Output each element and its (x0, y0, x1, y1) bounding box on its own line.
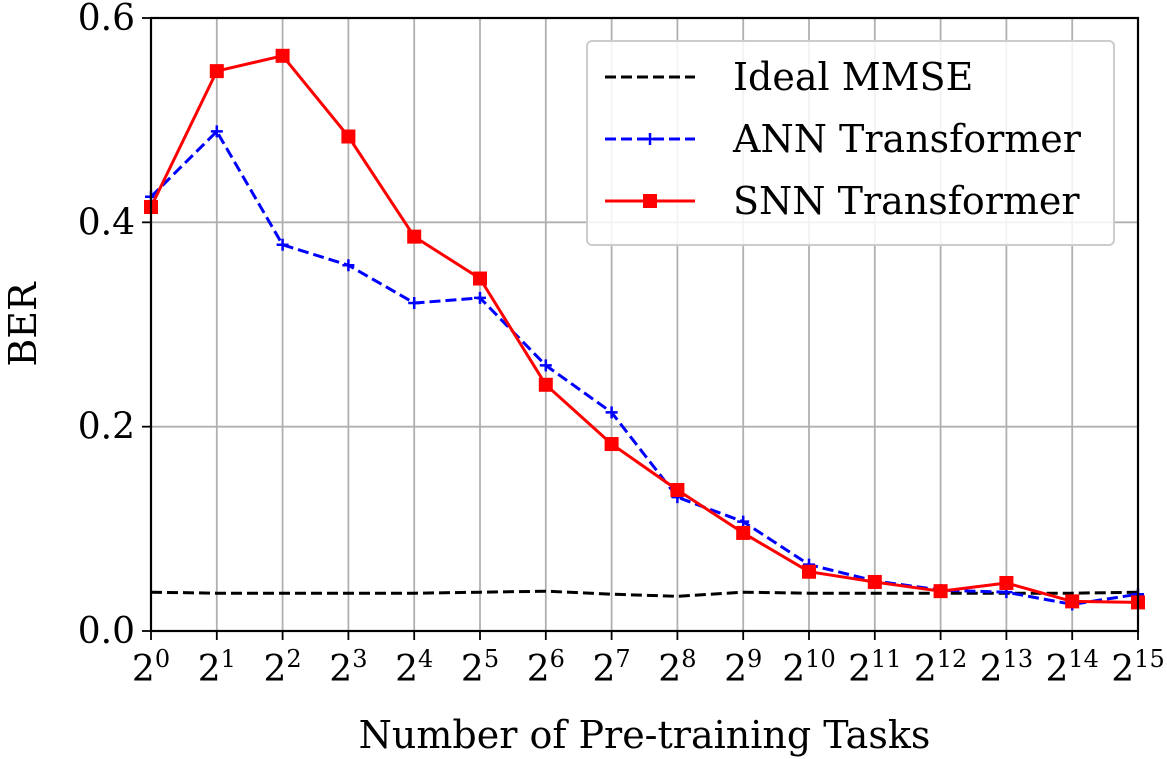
legend-label: ANN Transformer (732, 117, 1082, 161)
x-tick-label: 215 (1111, 645, 1164, 690)
data-point-marker (210, 125, 223, 138)
data-point-marker (605, 406, 618, 419)
data-point-marker (209, 64, 224, 79)
data-point-marker (539, 359, 552, 372)
data-point-marker (867, 574, 882, 589)
data-point-marker (473, 271, 487, 286)
y-axis-label: BER (1, 281, 45, 367)
plot-area-frame (149, 16, 1140, 633)
x-tick-label: 23 (329, 645, 367, 690)
data-point-marker (737, 515, 750, 528)
data-point-marker (604, 437, 619, 452)
data-point-marker (670, 483, 685, 498)
series-ideal-mmse (150, 589, 1139, 598)
legend-box (586, 40, 1115, 246)
x-tick-label: 214 (1045, 645, 1098, 690)
x-tick-label: 27 (593, 645, 631, 690)
x-tick-label: 22 (264, 645, 302, 690)
x-tick-label: 210 (782, 645, 835, 690)
data-point-marker (933, 584, 948, 599)
data-point-marker (736, 525, 751, 540)
y-tick-label: 0.6 (78, 0, 135, 39)
data-point-marker (538, 377, 553, 392)
x-tick-label: 211 (848, 645, 901, 690)
legend-label: SNN Transformer (733, 179, 1080, 223)
legend-swatch-marker (643, 194, 657, 208)
series-line (149, 54, 1139, 604)
x-axis-label: Number of Pre-training Tasks (359, 713, 931, 757)
data-point-marker (999, 575, 1014, 590)
x-tick-label: 25 (461, 645, 499, 690)
x-tick-label: 29 (724, 645, 762, 690)
series-line (150, 589, 1139, 598)
x-tick-label: 212 (914, 645, 967, 690)
y-tick-label: 0.0 (78, 611, 135, 652)
x-tick-label: 24 (395, 645, 433, 690)
legend: Ideal MMSE ANN Transformer SNN Transformer (586, 40, 1115, 246)
x-tick-label: 26 (527, 645, 565, 690)
x-tick-label: 21 (198, 645, 236, 690)
y-tick-label: 0.2 (78, 407, 135, 448)
data-point-marker (275, 48, 290, 63)
series-snn-transformer (144, 48, 1145, 610)
axis-ticks: 20 21 22 23 24 25 26 27 28 29 210 211 212 213 214 215 0.… (78, 0, 1165, 690)
data-series (144, 48, 1145, 611)
x-tick-label: 20 (132, 645, 170, 690)
data-point-marker (474, 291, 486, 304)
x-tick-label: 28 (658, 645, 696, 690)
data-point-marker (802, 564, 816, 579)
data-point-marker (408, 297, 421, 310)
legend-label: Ideal MMSE (733, 55, 973, 99)
data-point-marker (342, 259, 355, 272)
data-point-marker (407, 229, 422, 244)
y-tick-label: 0.4 (78, 202, 135, 243)
legend-swatch-marker (644, 133, 656, 145)
x-tick-label: 213 (980, 645, 1033, 690)
data-point-marker (276, 238, 289, 251)
data-point-marker (1065, 594, 1080, 609)
data-point-marker (341, 129, 356, 144)
series-line (149, 129, 1139, 606)
